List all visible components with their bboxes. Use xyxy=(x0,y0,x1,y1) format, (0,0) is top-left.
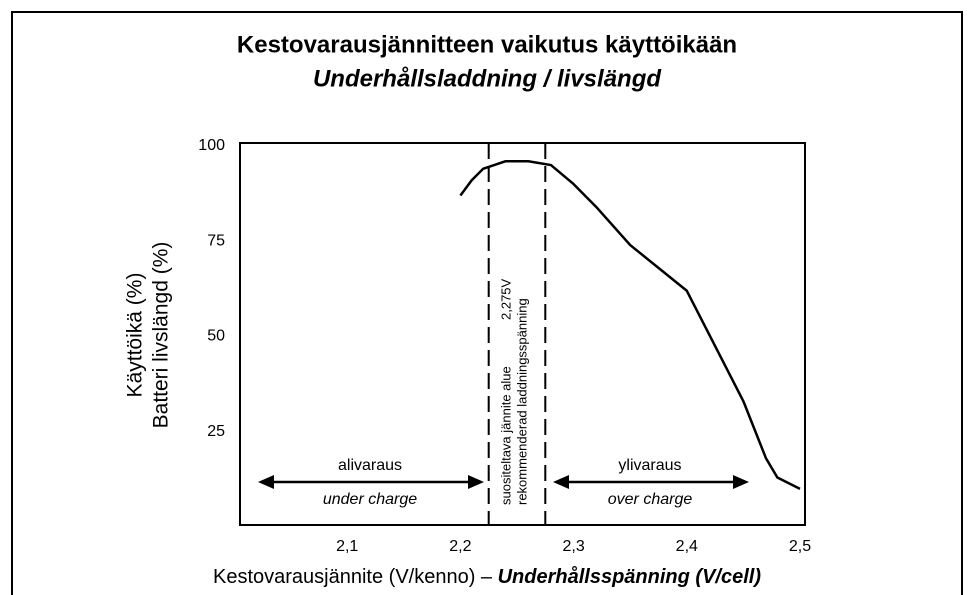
x-tick-label: 2,3 xyxy=(562,538,584,555)
chart-subtitle: Underhållsladdning / livslängd xyxy=(313,65,662,92)
x-tick-label: 2,1 xyxy=(336,538,358,555)
x-axis-label-main: Kestovarausjännite (V/kenno) – xyxy=(213,566,498,588)
annotation: over charge xyxy=(608,491,693,508)
line xyxy=(459,159,801,491)
arrow-head xyxy=(468,475,484,489)
y-axis-label: Käyttöikä (%) xyxy=(124,273,147,398)
x-tick-label: 2,2 xyxy=(449,538,471,555)
y-tick-label: 50 xyxy=(207,328,225,345)
arrow-head xyxy=(258,475,274,489)
arrows xyxy=(258,475,749,489)
annotation: suositeltava jännite alue xyxy=(498,366,513,505)
y-axis-label: Batteri livslängd (%) xyxy=(150,242,173,429)
annotation: under charge xyxy=(323,491,417,508)
y-tick-label: 100 xyxy=(198,137,225,154)
plot-frame xyxy=(239,142,806,526)
arrow-head xyxy=(733,475,749,489)
y-tick-label: 25 xyxy=(207,423,225,440)
x-axis-label-emphasis: Underhållsspänning (V/cell) xyxy=(498,565,762,588)
frame xyxy=(11,11,963,595)
x-tick-label: 2,5 xyxy=(789,538,811,555)
annotation: rekommenderad laddningsspänning xyxy=(514,298,529,505)
chart-title: Kestovarausjännitteen vaikutus käyttöikä… xyxy=(237,31,737,58)
annotation: 2,275V xyxy=(498,278,513,320)
y-tick-label: 75 xyxy=(207,232,225,249)
annotation: alivaraus xyxy=(338,457,402,474)
x-tick-label: 2,4 xyxy=(676,538,698,555)
x-axis-label: Kestovarausjännite (V/kenno) – Underhåll… xyxy=(213,565,761,588)
annotation: ylivaraus xyxy=(618,457,681,474)
arrow-head xyxy=(553,475,569,489)
